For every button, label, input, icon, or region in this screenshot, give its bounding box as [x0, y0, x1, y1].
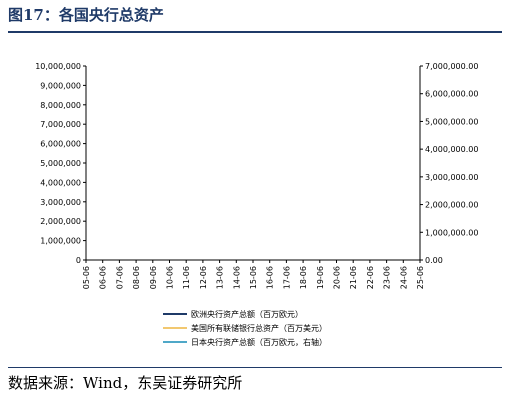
y-right-tick-label: 2,000,000.00 [425, 201, 478, 210]
x-tick-label: 12-06 [199, 266, 208, 289]
x-tick-label: 13-06 [216, 266, 225, 289]
y-left-tick-label: 5,000,000 [40, 159, 81, 168]
y-right-tick-label: 1,000,000.00 [425, 228, 478, 237]
y-left-tick-label: 8,000,000 [40, 101, 81, 110]
x-tick-label: 15-06 [249, 266, 258, 289]
source-divider [8, 367, 502, 368]
y-right-tick-label: 7,000,000.00 [425, 62, 478, 71]
x-tick-label: 22-06 [366, 266, 375, 289]
figure-title: 图17：各国央行总资产 [8, 6, 164, 24]
x-tick-label: 16-06 [266, 266, 275, 289]
source-note: 数据来源：Wind，东吴证券研究所 [8, 374, 243, 392]
x-tick-label: 25-06 [416, 266, 425, 289]
x-tick-label: 11-06 [182, 266, 191, 289]
y-left-tick-label: 3,000,000 [40, 198, 81, 207]
x-tick-label: 06-06 [99, 266, 108, 289]
title-divider [8, 31, 502, 33]
x-tick-label: 10-06 [166, 266, 175, 289]
y-left-tick-label: 6,000,000 [40, 140, 81, 149]
y-right-tick-label: 6,000,000.00 [425, 90, 478, 99]
legend-label-3: 日本央行资产总额（百万欧元，右轴） [191, 337, 327, 347]
y-left-tick-label: 9,000,000 [40, 81, 81, 90]
y-left-tick-label: 4,000,000 [40, 178, 81, 187]
legend-label-1: 欧洲央行资产总额（百万欧元） [191, 309, 303, 319]
y-right-tick-label: 3,000,000.00 [425, 173, 478, 182]
x-tick-label: 05-06 [82, 266, 91, 289]
y-left-tick-label: 2,000,000 [40, 217, 81, 226]
y-right-tick-label: 5,000,000.00 [425, 117, 478, 126]
x-tick-label: 14-06 [232, 266, 241, 289]
y-right-tick-label: 4,000,000.00 [425, 145, 478, 154]
x-tick-label: 07-06 [115, 266, 124, 289]
x-tick-label: 24-06 [399, 266, 408, 289]
x-tick-label: 19-06 [316, 266, 325, 289]
x-tick-label: 08-06 [132, 266, 141, 289]
y-left-tick-label: 7,000,000 [40, 120, 81, 129]
y-left-tick-label: 0 [76, 256, 81, 265]
legend-label-2: 美国所有联储银行总资产（百万美元） [191, 323, 327, 333]
y-left-tick-label: 1,000,000 [40, 237, 81, 246]
y-left-tick-label: 10,000,000 [35, 62, 81, 71]
x-tick-label: 20-06 [333, 266, 342, 289]
x-tick-label: 23-06 [383, 266, 392, 289]
y-right-tick-label: 0.00 [425, 256, 443, 265]
x-tick-label: 21-06 [349, 266, 358, 289]
x-tick-label: 17-06 [282, 266, 291, 289]
x-tick-label: 18-06 [299, 266, 308, 289]
x-tick-label: 09-06 [149, 266, 158, 289]
